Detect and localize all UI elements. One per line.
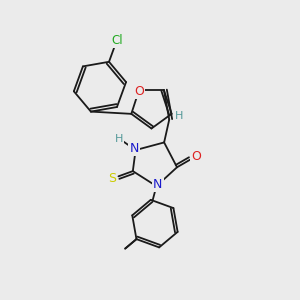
Text: O: O [191, 150, 201, 163]
Text: N: N [153, 178, 163, 191]
Text: O: O [134, 85, 144, 98]
Text: H: H [176, 111, 184, 121]
Text: H: H [115, 134, 123, 144]
Text: N: N [129, 142, 139, 155]
Text: S: S [108, 172, 116, 185]
Text: Cl: Cl [111, 34, 123, 47]
